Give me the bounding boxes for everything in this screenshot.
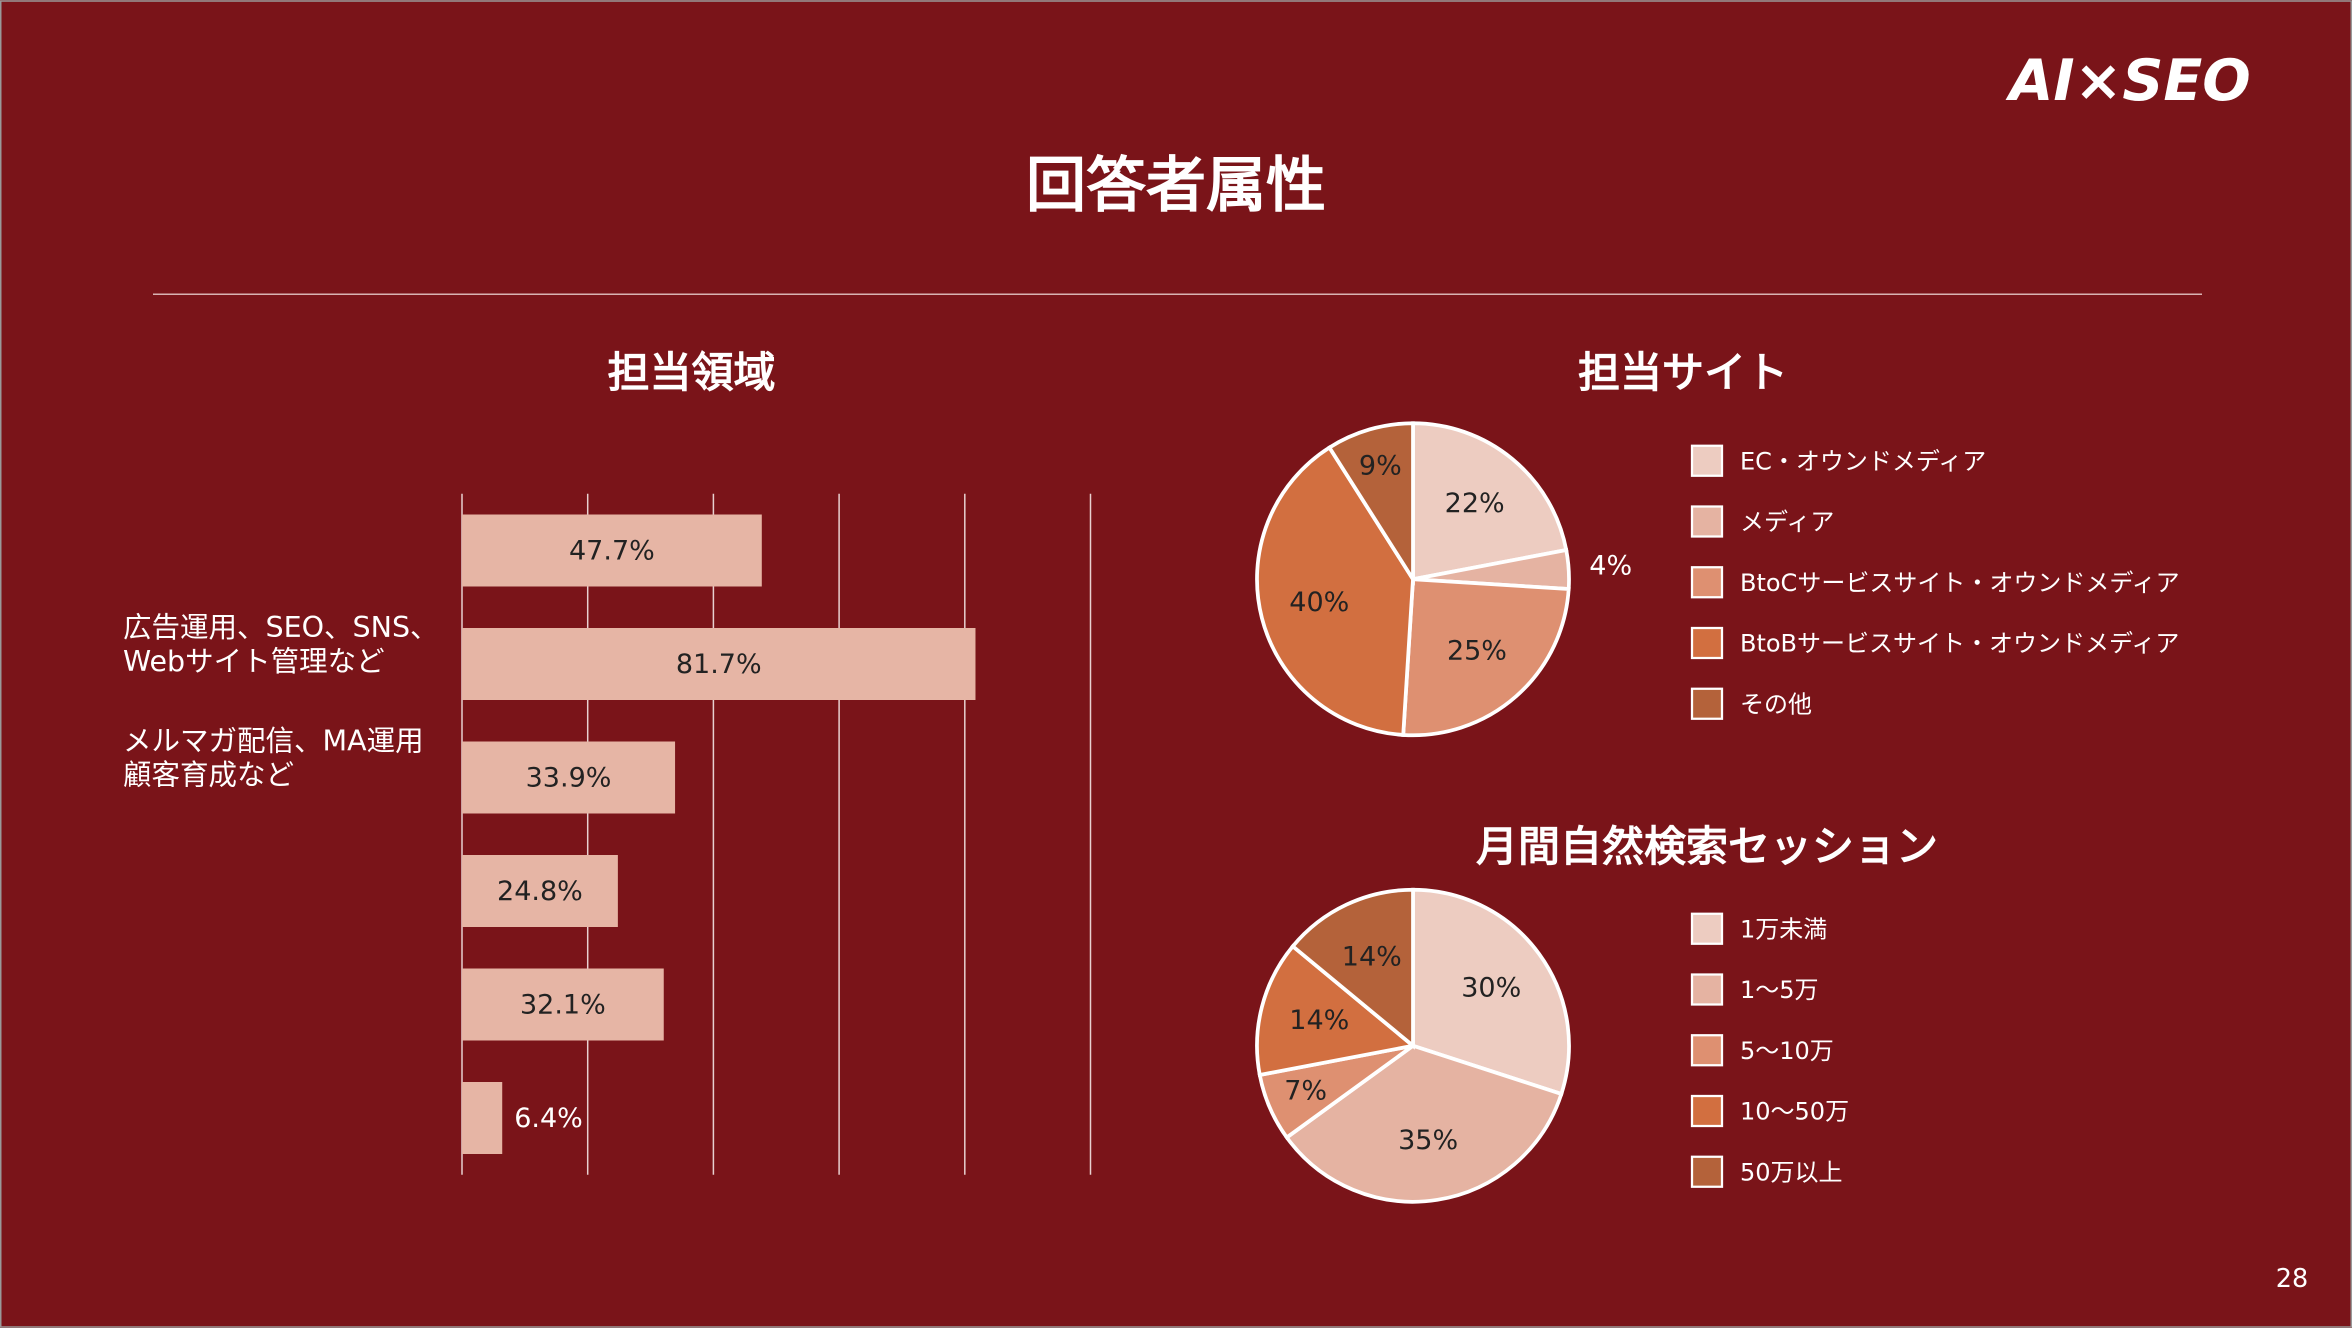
bar <box>462 628 976 700</box>
legend-swatch <box>1690 687 1724 720</box>
data-label: 40% <box>1289 587 1349 618</box>
data-label: 35% <box>1398 1125 1458 1156</box>
bar <box>462 968 664 1041</box>
bar <box>462 1082 503 1154</box>
legend-label: 50万以上 <box>1740 1158 1843 1186</box>
bar <box>462 855 618 927</box>
legend-swatch <box>1690 1034 1724 1067</box>
data-label: 14% <box>1342 942 1402 973</box>
data-label: 4% <box>1589 550 1632 581</box>
page-number: 28 <box>2276 1264 2308 1294</box>
data-label: 6.4% <box>514 1103 583 1134</box>
data-label: 9% <box>1359 450 1402 481</box>
legend-label: メディア <box>1740 508 1834 536</box>
pie-slice <box>1326 421 1415 586</box>
data-label: 14% <box>1289 1005 1349 1036</box>
pie-slice <box>1401 577 1571 738</box>
data-label: 24.8% <box>497 876 583 907</box>
legend-swatch <box>1690 626 1724 660</box>
data-label: 32.1% <box>520 990 606 1021</box>
data-label: 22% <box>1445 488 1505 519</box>
legend-label: BtoCサービスサイト・オウンドメディア <box>1740 569 2180 597</box>
legend-label: 1〜5万 <box>1740 976 1819 1004</box>
legend-swatch <box>1690 973 1724 1006</box>
pie-slice <box>1290 887 1415 1050</box>
legend-swatch <box>1690 1155 1724 1188</box>
data-label: 30% <box>1461 972 1521 1003</box>
bar <box>462 514 762 587</box>
legend-swatch <box>1690 444 1724 477</box>
legend-label: BtoBサービスサイト・オウンドメディア <box>1740 630 2179 658</box>
pie-slice <box>1255 943 1418 1078</box>
data-label: 7% <box>1284 1076 1327 1107</box>
legend-swatch <box>1690 912 1724 945</box>
pie-slice <box>1411 421 1569 582</box>
legend-label: EC・オウンドメディア <box>1740 447 1986 475</box>
category-label: メルマガ配信、MA運用顧客育成など <box>123 724 424 791</box>
logo: AI×SEO <box>2005 48 2251 114</box>
data-label: 33.9% <box>526 763 612 794</box>
legend-swatch <box>1690 1094 1724 1128</box>
legend-label: 10〜50万 <box>1740 1098 1849 1126</box>
legend-label: 5〜10万 <box>1740 1037 1834 1065</box>
pie-slice <box>1411 887 1571 1097</box>
slide-title: 回答者属性 <box>1026 151 1326 221</box>
bar <box>462 741 676 814</box>
legend-swatch <box>1690 566 1724 599</box>
data-label: 47.7% <box>569 536 655 567</box>
legend-label: 1万未満 <box>1740 915 1827 943</box>
category-label: 広告運用、SEO、SNS、 Webサイト管理など <box>123 611 439 678</box>
legend-swatch <box>1690 505 1724 538</box>
chart-title: 月間自然検索セッション <box>1476 822 1938 871</box>
chart-title: 担当サイト <box>1578 348 1788 397</box>
legend-label: その他 <box>1740 690 1812 718</box>
data-label: 25% <box>1447 635 1507 666</box>
data-label: 81.7% <box>676 649 762 680</box>
pie-slice <box>1284 1043 1564 1204</box>
chart-title: 担当領域 <box>607 348 775 397</box>
